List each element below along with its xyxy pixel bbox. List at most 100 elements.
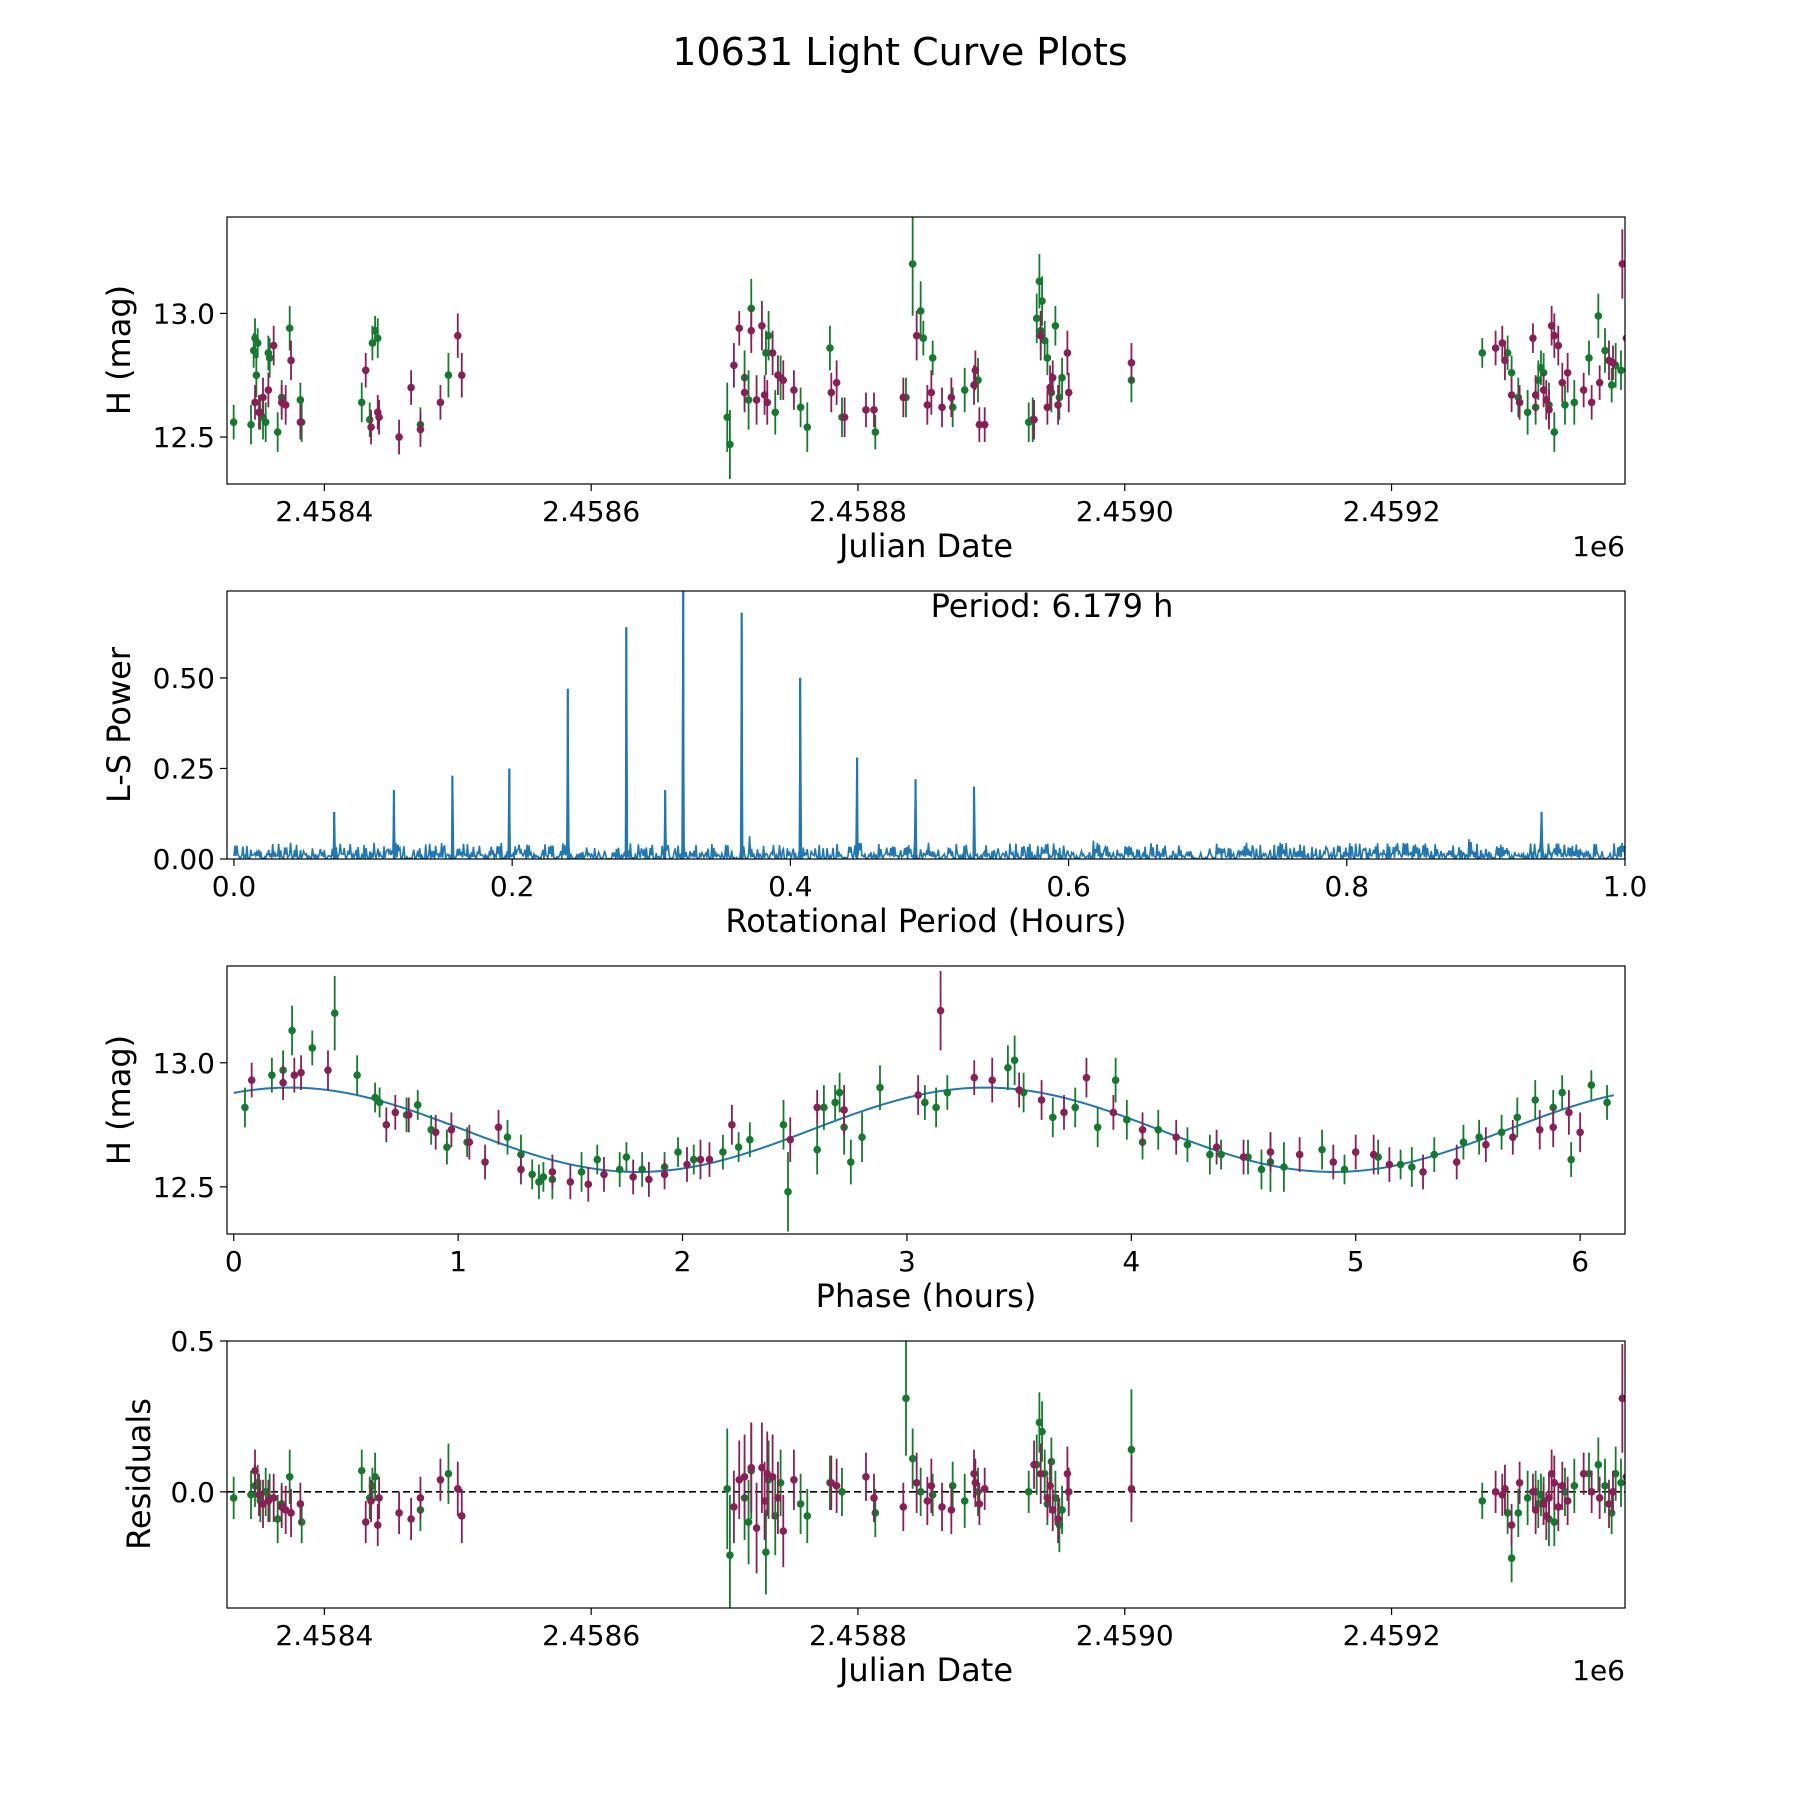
residuals-point-purple xyxy=(1501,1485,1509,1493)
phased-point-green xyxy=(1340,1165,1349,1174)
raw-point-purple xyxy=(1501,356,1509,365)
residuals-point-green xyxy=(902,1394,910,1403)
residuals-point-purple xyxy=(367,1497,375,1505)
residuals-point-purple xyxy=(862,1472,870,1481)
raw-point-purple xyxy=(453,331,462,340)
residuals-point-purple xyxy=(1636,1482,1644,1490)
periodogram-x-tick-label: 0.4 xyxy=(768,870,813,903)
phased-point-purple xyxy=(970,1073,979,1082)
figure-title: 10631 Light Curve Plots xyxy=(672,30,1127,74)
residuals-point-purple xyxy=(1558,1482,1567,1490)
raw-point-purple xyxy=(975,420,984,429)
residuals-point-green xyxy=(1594,1460,1603,1469)
residuals-point-purple xyxy=(1554,1503,1563,1511)
residuals-point-green xyxy=(871,1509,880,1517)
phased-point-green xyxy=(1093,1123,1102,1132)
raw-x-tick-label: 2.4584 xyxy=(275,495,373,528)
residuals-point-purple xyxy=(1550,1478,1559,1487)
residuals-plot-area xyxy=(227,1341,1644,1608)
raw-point-purple xyxy=(730,361,738,370)
phased-point-green xyxy=(876,1083,884,1092)
phased-point-green xyxy=(719,1148,727,1156)
residuals-point-purple xyxy=(774,1494,782,1502)
phased-point-green xyxy=(517,1150,525,1159)
phased-point-green xyxy=(746,1135,754,1144)
residuals-point-purple xyxy=(416,1494,425,1502)
phased-point-green xyxy=(847,1158,855,1166)
raw-point-green xyxy=(252,371,261,380)
phased-point-green xyxy=(858,1133,866,1142)
residuals-point-green xyxy=(1632,1470,1640,1478)
residuals-point-green xyxy=(1038,1427,1046,1436)
residuals-point-purple xyxy=(1030,1460,1038,1469)
phased-point-green xyxy=(353,1071,361,1079)
raw-point-purple xyxy=(1563,368,1572,377)
phased-point-green xyxy=(1071,1103,1080,1112)
periodogram-y-tick-label: 0.25 xyxy=(153,752,215,785)
raw-point-purple xyxy=(1632,352,1640,360)
raw-point-purple xyxy=(287,356,295,365)
phased-point-green xyxy=(932,1103,940,1112)
phased-x-tick-label: 2 xyxy=(674,1245,692,1278)
residuals-point-purple xyxy=(457,1512,466,1520)
raw-point-purple xyxy=(827,388,836,397)
phased-point-purple xyxy=(936,1006,945,1015)
residuals-point-green xyxy=(229,1494,238,1502)
residuals-point-purple xyxy=(970,1469,978,1478)
raw-point-purple xyxy=(251,398,259,407)
phased-point-green xyxy=(528,1170,536,1179)
phased-point-purple xyxy=(465,1138,474,1146)
periodogram-axes-frame xyxy=(226,590,1626,860)
phased-point-purple xyxy=(1109,1108,1118,1117)
phased-point-green xyxy=(268,1071,276,1079)
raw-point-purple xyxy=(779,376,788,384)
raw-point-green xyxy=(444,371,453,380)
raw-point-purple xyxy=(264,386,273,394)
phased-point-green xyxy=(1558,1088,1566,1097)
period-annotation: Period: 6.179 h xyxy=(931,587,1174,625)
raw-point-purple xyxy=(927,388,936,397)
raw-point-green xyxy=(919,334,928,342)
residuals-point-purple xyxy=(269,1494,278,1502)
phased-point-green xyxy=(330,1009,339,1017)
raw-point-purple xyxy=(763,398,772,407)
raw-point-green xyxy=(273,428,282,436)
phased-point-purple xyxy=(382,1121,391,1129)
residuals-y-label: Residuals xyxy=(120,1398,158,1550)
phased-point-green xyxy=(1513,1113,1522,1122)
raw-point-purple xyxy=(740,388,749,397)
residuals-point-purple xyxy=(1531,1506,1540,1514)
residuals-point-purple xyxy=(1609,1488,1617,1496)
residuals-point-purple xyxy=(1491,1488,1500,1496)
residuals-point-purple xyxy=(1632,1506,1640,1514)
raw-point-purple xyxy=(752,396,761,404)
residuals-point-purple xyxy=(1587,1488,1596,1496)
residuals-point-purple xyxy=(1054,1515,1062,1523)
raw-point-purple xyxy=(1554,341,1563,350)
raw-point-purple xyxy=(1054,401,1062,409)
phased-point-green xyxy=(375,1098,384,1107)
phased-point-green xyxy=(622,1153,631,1161)
residuals-point-purple xyxy=(287,1509,295,1517)
phased-point-purple xyxy=(1549,1123,1557,1132)
raw-point-green xyxy=(1561,401,1569,409)
raw-point-green xyxy=(296,396,305,404)
raw-point-green xyxy=(1607,381,1616,389)
phased-point-purple xyxy=(1509,1133,1517,1142)
raw-point-purple xyxy=(790,386,798,394)
raw-point-purple xyxy=(367,423,375,431)
residuals-point-purple xyxy=(1127,1485,1136,1493)
raw-point-purple xyxy=(971,366,980,375)
phased-point-purple xyxy=(1535,1125,1544,1134)
residuals-point-purple xyxy=(1622,1473,1625,1481)
raw-point-purple xyxy=(912,331,921,340)
raw-point-purple xyxy=(1636,404,1644,412)
phased-point-green xyxy=(1531,1096,1540,1104)
raw-point-purple xyxy=(1048,373,1057,382)
raw-point-purple xyxy=(862,406,870,414)
raw-point-green xyxy=(928,354,937,362)
raw-point-purple xyxy=(255,408,263,417)
raw-point-purple xyxy=(1579,386,1588,394)
raw-point-green xyxy=(1507,368,1516,377)
periodogram-y-tick-label: 0.50 xyxy=(153,662,215,695)
